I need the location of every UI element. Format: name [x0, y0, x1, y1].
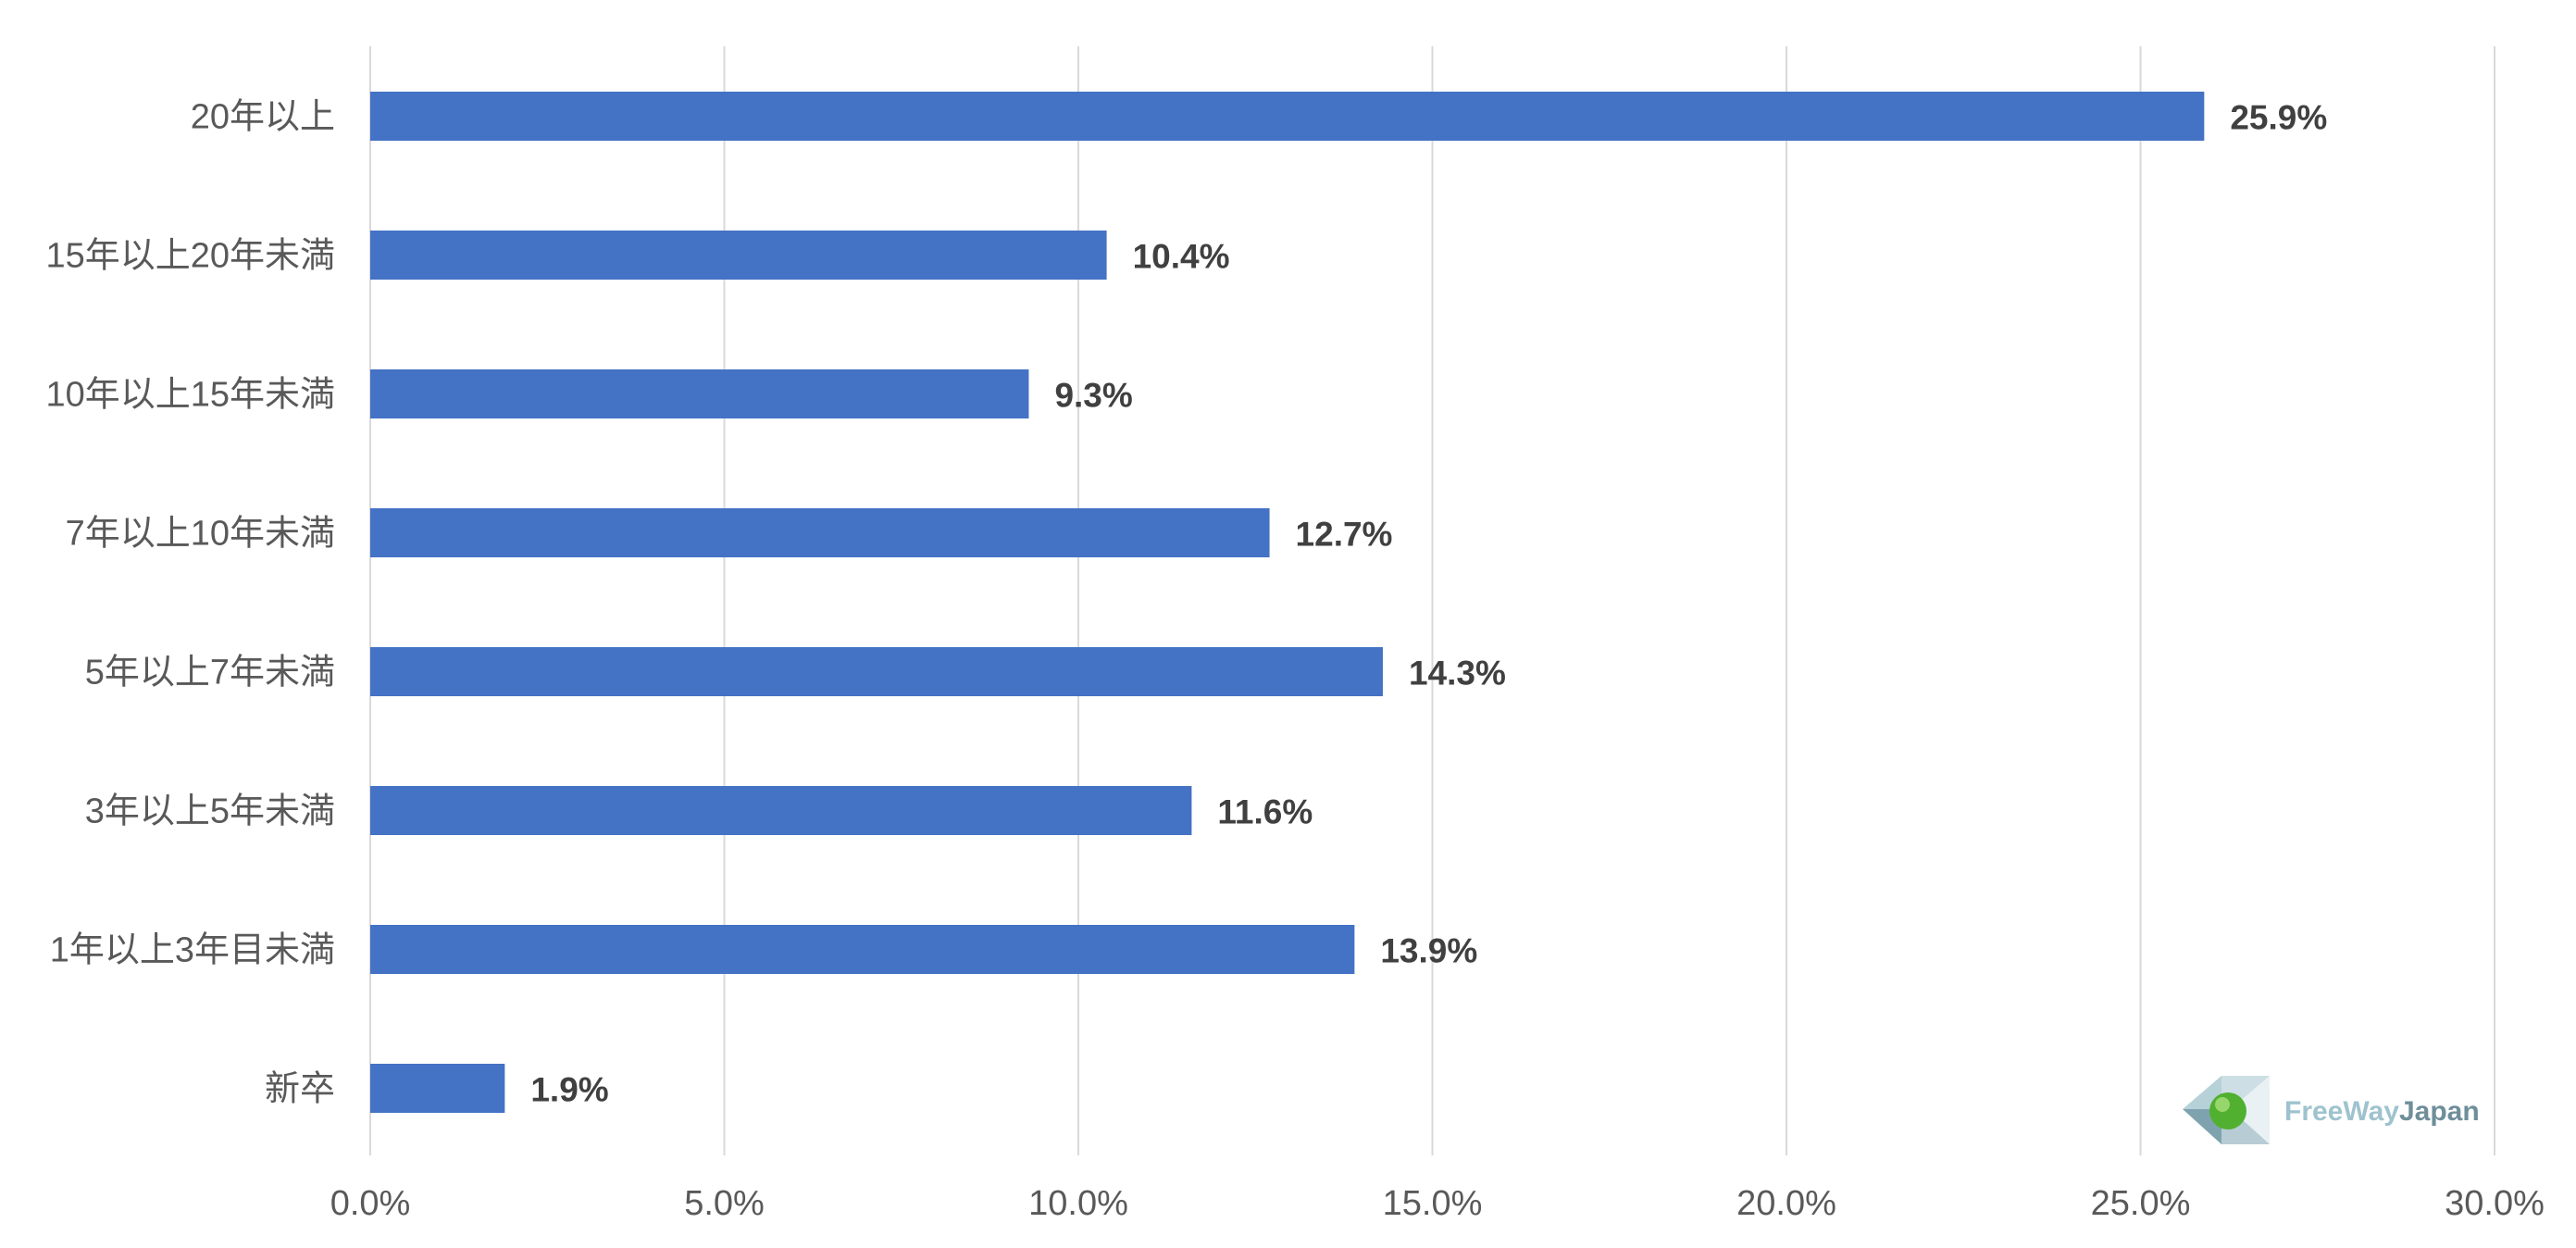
category-label: 7年以上10年未満: [66, 515, 335, 554]
logo-mark-icon: [2183, 1076, 2270, 1144]
bar: [370, 92, 2205, 141]
data-label: 11.6%: [1217, 793, 1313, 831]
x-tick-label: 5.0%: [684, 1184, 765, 1223]
category-labels: 20年以上 15年以上20年未満 10年以上15年未満 7年以上10年未満 5年以上7年…: [45, 98, 335, 1109]
data-label: 13.9%: [1380, 932, 1477, 970]
x-tick-label: 30.0%: [2445, 1184, 2545, 1223]
bar: [370, 786, 1192, 835]
data-label: 14.3%: [1409, 655, 1506, 693]
bars: [370, 92, 2205, 1113]
x-tick-label: 10.0%: [1028, 1184, 1128, 1223]
bar: [370, 925, 1355, 974]
x-tick-label: 15.0%: [1383, 1184, 1483, 1223]
category-label: 1年以上3年目未満: [50, 931, 335, 970]
category-label: 5年以上7年未満: [85, 654, 335, 693]
x-tick-labels: 0.0% 5.0% 10.0% 15.0% 20.0% 25.0% 30.0%: [330, 1184, 2545, 1223]
data-label: 10.4%: [1133, 238, 1230, 276]
logo-text: FreeWayJapan: [2284, 1096, 2480, 1127]
bar: [370, 231, 1107, 280]
category-label: 20年以上: [191, 98, 335, 137]
data-labels: 25.9% 10.4% 9.3% 12.7% 14.3% 11.6% 13.9% 1.9%: [530, 99, 2327, 1109]
x-tick-label: 0.0%: [330, 1184, 411, 1223]
bar: [370, 369, 1029, 418]
gridlines: [369, 46, 2495, 1155]
data-label: 9.3%: [1054, 377, 1132, 415]
bar: [370, 1064, 505, 1113]
category-label: 3年以上5年未満: [85, 792, 335, 831]
x-tick-label: 20.0%: [1736, 1184, 1836, 1223]
bar: [370, 508, 1270, 557]
data-label: 1.9%: [530, 1071, 608, 1109]
logo-text-japan: Japan: [2399, 1096, 2480, 1127]
freeway-japan-logo: FreeWayJapan: [2183, 1076, 2480, 1144]
category-label: 10年以上15年未満: [45, 376, 335, 415]
category-label: 新卒: [265, 1070, 335, 1109]
bar: [370, 647, 1383, 696]
data-label: 25.9%: [2230, 99, 2327, 137]
logo-text-freeway: FreeWay: [2284, 1096, 2399, 1127]
category-label: 15年以上20年未満: [45, 237, 335, 276]
data-label: 12.7%: [1296, 516, 1393, 554]
x-tick-label: 25.0%: [2091, 1184, 2191, 1223]
